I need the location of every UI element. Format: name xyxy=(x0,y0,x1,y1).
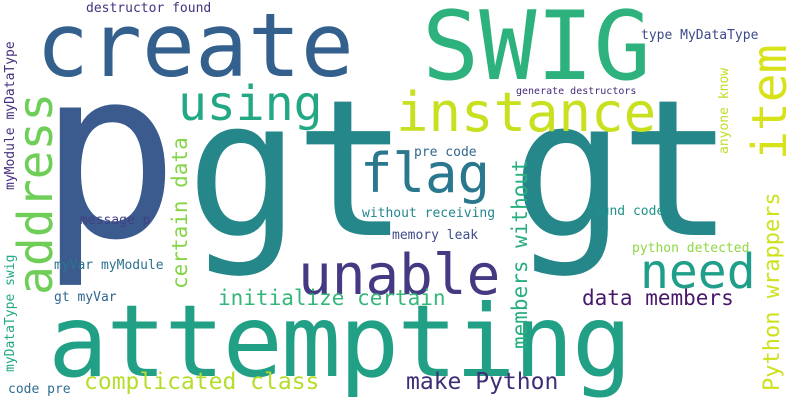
word-found-code: found code xyxy=(586,204,665,219)
word-pre-code: pre code xyxy=(414,145,477,160)
word-gt-myvar: gt myVar xyxy=(54,290,117,305)
word-attempting: attempting xyxy=(48,283,632,400)
word-memory-leak: memory leak xyxy=(392,228,479,243)
word-message-p: message p xyxy=(80,213,151,228)
word-item: item xyxy=(742,44,798,160)
word-complicated-class: complicated class xyxy=(84,369,320,395)
word-generate-destructors: generate destructors xyxy=(516,86,637,97)
word-anyone-know: anyone know xyxy=(717,67,732,154)
word-members-without: members without xyxy=(508,159,532,349)
word-code-pre: code pre xyxy=(8,382,71,397)
word-address: address xyxy=(8,92,64,295)
word-need: need xyxy=(640,244,756,300)
word-myvar-mymodule: myVar myModule xyxy=(54,258,164,273)
word-certain-data: certain data xyxy=(168,137,192,289)
word-initialize-certain: initialize certain xyxy=(218,286,446,310)
word-using: using xyxy=(178,76,323,132)
word-create: create xyxy=(36,0,354,97)
word-flag: flag xyxy=(360,142,491,205)
word-without-receiving: without receiving xyxy=(362,206,496,221)
word-python-detected: python detected xyxy=(632,241,750,256)
word-gt-gt: gt gt xyxy=(186,59,734,280)
word-p: p xyxy=(38,19,180,292)
word-SWIG: SWIG xyxy=(422,0,651,102)
word-type-mydatatype: type MyDataType xyxy=(641,28,759,43)
word-python-wrappers: Python wrappers xyxy=(760,192,785,391)
word-destructor-found: destructor found xyxy=(86,1,212,16)
word-mymodule-mydatatype: myModule myDataType xyxy=(3,41,18,190)
word-instance: instance xyxy=(396,81,657,144)
word-make-python: make Python xyxy=(406,369,559,395)
word-mydatatype-swig: myDataType swig xyxy=(3,254,18,372)
word-data-members: data members xyxy=(582,286,734,310)
word-unable: unable xyxy=(298,243,501,308)
